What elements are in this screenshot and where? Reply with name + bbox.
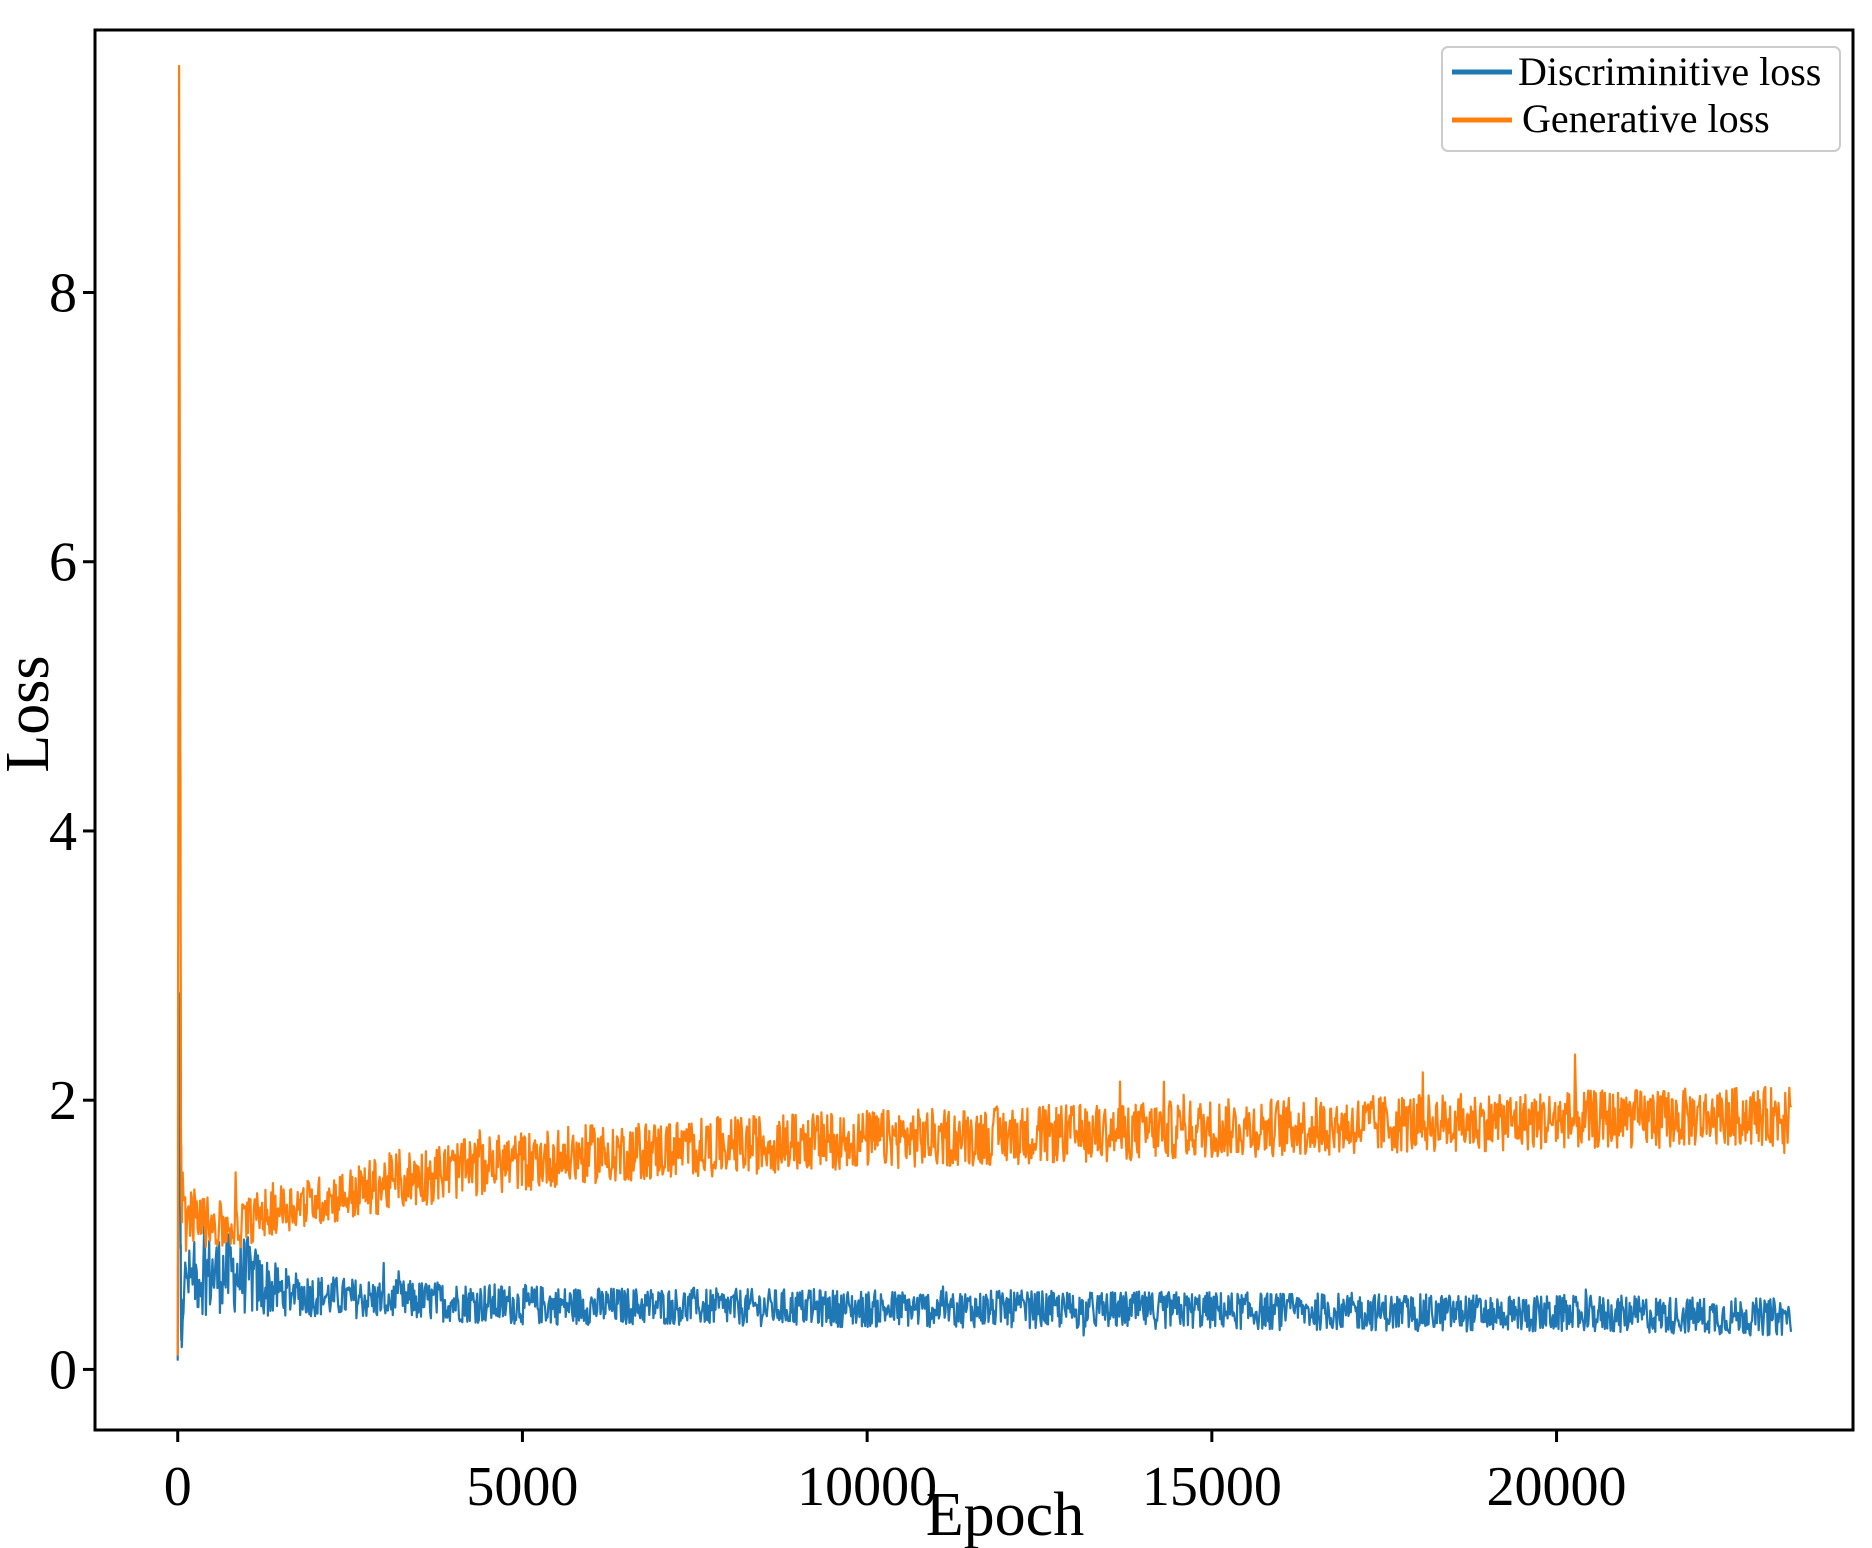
y-tick-label: 6 bbox=[49, 532, 77, 594]
x-tick-label: 10000 bbox=[797, 1456, 937, 1518]
y-axis-title: Loss bbox=[0, 655, 62, 772]
legend-label-discriminitive: Discriminitive loss bbox=[1518, 49, 1821, 94]
y-tick-label: 8 bbox=[49, 263, 77, 325]
y-tick-label: 0 bbox=[49, 1339, 77, 1401]
series-line-generative bbox=[176, 64, 1793, 1356]
ticks-layer: 0 5000 10000 15000 20000 0 2 4 6 8 bbox=[49, 263, 1627, 1519]
x-tick-label: 20000 bbox=[1487, 1456, 1627, 1518]
legend-label-generative: Generative loss bbox=[1522, 96, 1770, 141]
x-tick-label: 15000 bbox=[1142, 1456, 1282, 1518]
plot-frame bbox=[93, 28, 1855, 1432]
x-tick-label: 5000 bbox=[466, 1456, 578, 1518]
y-tick-label: 4 bbox=[49, 801, 77, 863]
series-line-discriminitive bbox=[176, 992, 1793, 1361]
x-tick-label: 0 bbox=[164, 1456, 192, 1518]
legend: Discriminitive loss Generative loss bbox=[1441, 46, 1841, 152]
legend-box bbox=[1441, 46, 1841, 152]
series-layer bbox=[176, 64, 1793, 1361]
x-axis-title: Epoch bbox=[926, 1481, 1084, 1548]
y-tick-label: 2 bbox=[49, 1070, 77, 1132]
